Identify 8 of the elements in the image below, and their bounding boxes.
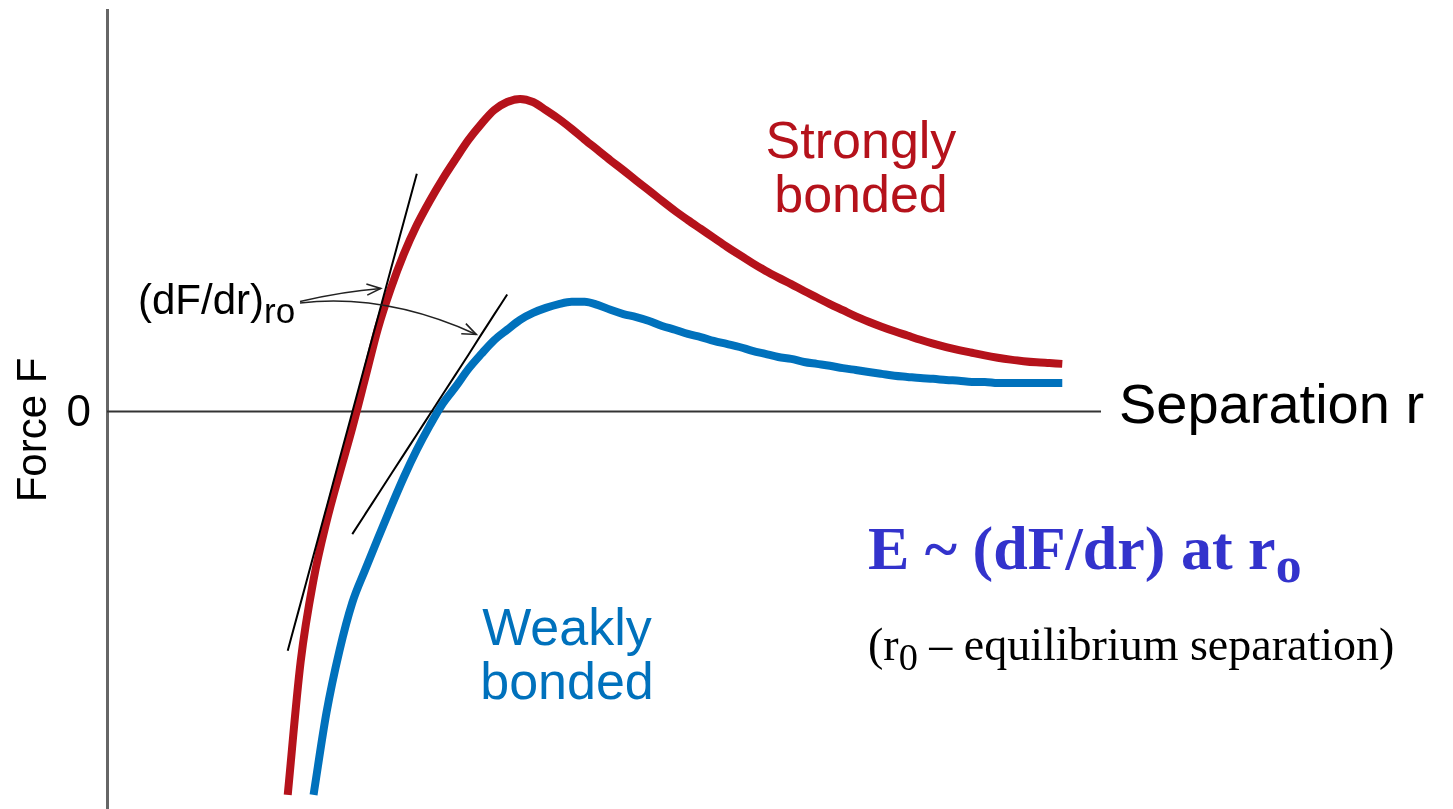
annotation: E ~ (dF/dr) at r$_{o}$ [868,513,1302,595]
ref-line-label: 0 [66,386,91,436]
series-label: Strongly bonded [764,111,958,223]
annotation: (dF/dr)$_{ro}$ [138,276,296,332]
x-axis-title: Separation r [1119,372,1425,436]
text: Weakly bonded [479,598,655,710]
y-axis-title: Force F [8,357,55,503]
annotation: (r$_{0}$ – equilibrium separation) [868,618,1395,680]
